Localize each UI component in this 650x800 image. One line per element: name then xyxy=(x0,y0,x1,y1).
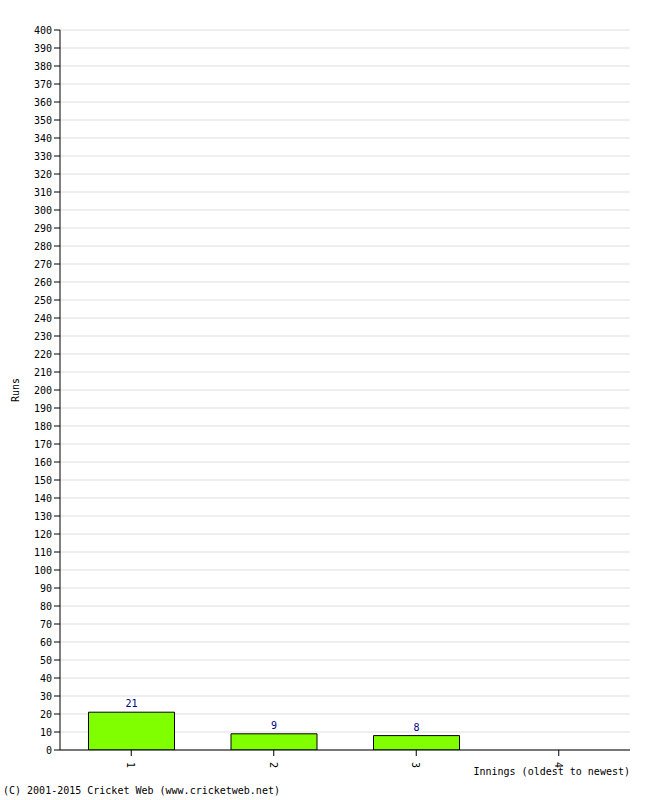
svg-text:70: 70 xyxy=(40,619,52,630)
svg-text:30: 30 xyxy=(40,691,52,702)
svg-text:260: 260 xyxy=(34,277,52,288)
svg-text:160: 160 xyxy=(34,457,52,468)
svg-text:40: 40 xyxy=(40,673,52,684)
svg-text:210: 210 xyxy=(34,367,52,378)
svg-text:330: 330 xyxy=(34,151,52,162)
svg-text:240: 240 xyxy=(34,313,52,324)
svg-text:300: 300 xyxy=(34,205,52,216)
svg-text:10: 10 xyxy=(40,727,52,738)
svg-text:230: 230 xyxy=(34,331,52,342)
svg-text:3: 3 xyxy=(410,762,421,768)
svg-text:21: 21 xyxy=(125,698,137,709)
svg-text:90: 90 xyxy=(40,583,52,594)
svg-text:310: 310 xyxy=(34,187,52,198)
svg-text:350: 350 xyxy=(34,115,52,126)
svg-text:80: 80 xyxy=(40,601,52,612)
svg-text:150: 150 xyxy=(34,475,52,486)
svg-text:8: 8 xyxy=(413,722,419,733)
svg-text:220: 220 xyxy=(34,349,52,360)
svg-text:100: 100 xyxy=(34,565,52,576)
svg-text:60: 60 xyxy=(40,637,52,648)
svg-text:340: 340 xyxy=(34,133,52,144)
svg-text:370: 370 xyxy=(34,79,52,90)
svg-text:20: 20 xyxy=(40,709,52,720)
svg-text:180: 180 xyxy=(34,421,52,432)
svg-text:50: 50 xyxy=(40,655,52,666)
svg-text:360: 360 xyxy=(34,97,52,108)
svg-text:280: 280 xyxy=(34,241,52,252)
svg-text:120: 120 xyxy=(34,529,52,540)
svg-text:290: 290 xyxy=(34,223,52,234)
svg-text:270: 270 xyxy=(34,259,52,270)
svg-text:190: 190 xyxy=(34,403,52,414)
svg-text:130: 130 xyxy=(34,511,52,522)
svg-text:320: 320 xyxy=(34,169,52,180)
svg-text:140: 140 xyxy=(34,493,52,504)
svg-text:Runs: Runs xyxy=(10,378,21,402)
svg-text:170: 170 xyxy=(34,439,52,450)
svg-text:400: 400 xyxy=(34,25,52,36)
svg-text:0: 0 xyxy=(46,745,52,756)
svg-text:390: 390 xyxy=(34,43,52,54)
svg-text:9: 9 xyxy=(271,720,277,731)
svg-text:250: 250 xyxy=(34,295,52,306)
svg-text:110: 110 xyxy=(34,547,52,558)
svg-text:380: 380 xyxy=(34,61,52,72)
svg-text:200: 200 xyxy=(34,385,52,396)
svg-text:2: 2 xyxy=(268,762,279,768)
svg-text:1: 1 xyxy=(125,762,136,768)
